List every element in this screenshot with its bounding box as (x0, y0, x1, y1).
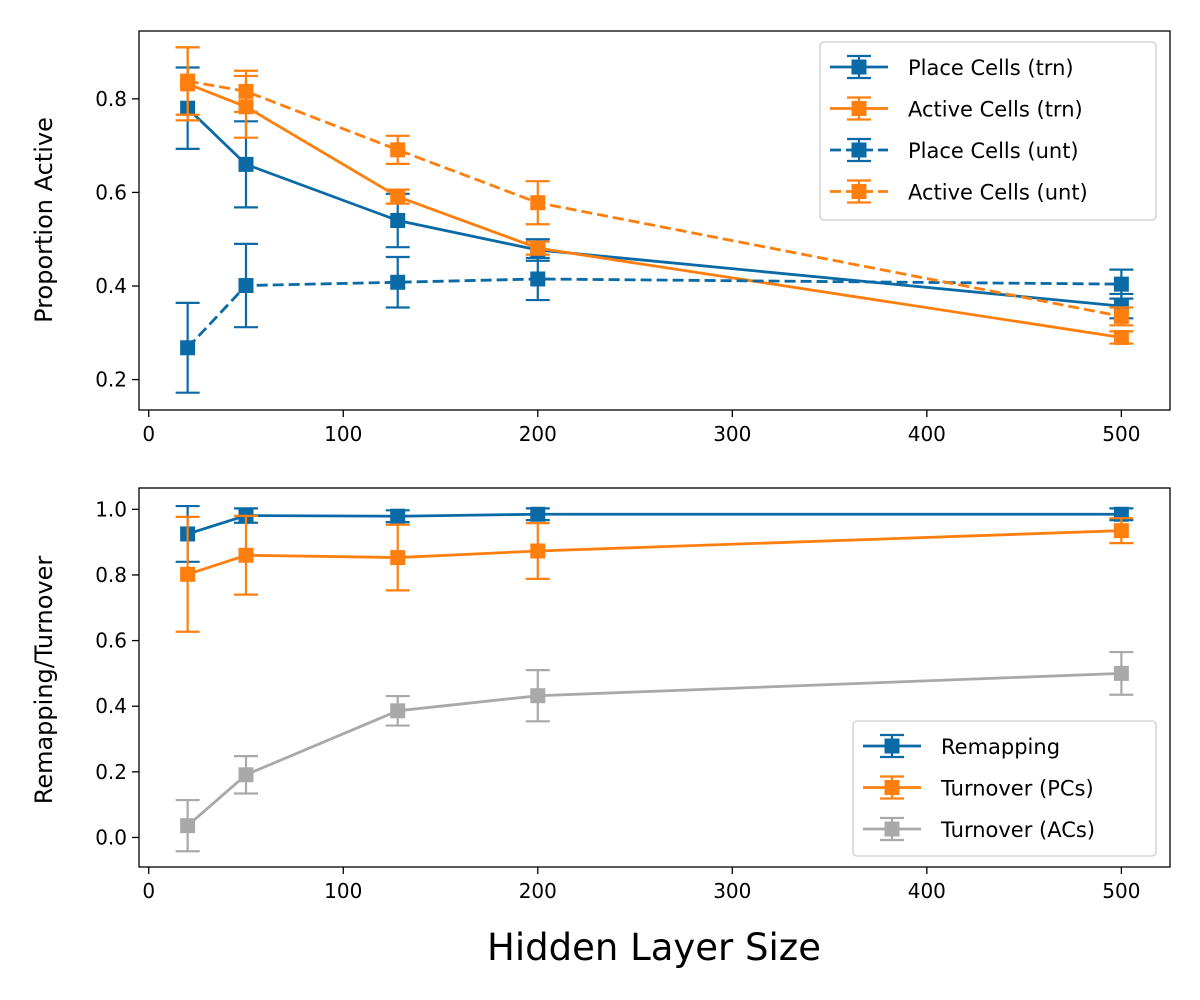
bottom-x-tick-label-400: 400 (908, 879, 946, 903)
legend-label-place-cells-trn: Place Cells (trn) (908, 56, 1074, 80)
point-place-cells-trn-128 (390, 213, 406, 228)
top-panel: 0 100 200 300 400 500 0.2 0.4 0.6 0.8 Proportion… (30, 30, 1171, 446)
point-active-cells-unt-50 (238, 83, 254, 99)
legend-item-place-cells-unt: Place Cells (unt) (830, 137, 1079, 163)
point-remapping-200 (530, 506, 546, 522)
bottom-y-ticks: 0.0 0.2 0.4 0.6 0.8 1.0 (95, 497, 139, 849)
legend-item-turnover-pcs: Turnover (PCs) (863, 775, 1094, 801)
legend-item-turnover-acs: Turnover (ACs) (863, 816, 1095, 842)
point-turnover-acs-20 (180, 818, 196, 834)
point-turnover-pcs-20 (180, 566, 196, 582)
top-x-tick-label-500: 500 (1102, 422, 1140, 446)
series-turnover-acs (175, 650, 1134, 853)
bottom-x-tick-label-0: 0 (142, 879, 155, 903)
point-turnover-acs-50 (238, 767, 254, 783)
top-x-tick-label-300: 300 (713, 422, 751, 446)
point-turnover-acs-500 (1113, 665, 1129, 681)
bottom-y-tick-label-0.0: 0.0 (95, 825, 127, 849)
point-place-cells-unt-500 (1113, 276, 1129, 292)
point-turnover-acs-128 (390, 703, 406, 719)
legend-label-active-cells-unt: Active Cells (unt) (908, 181, 1088, 205)
point-turnover-pcs-128 (390, 550, 406, 566)
bottom-legend-box (852, 720, 1157, 857)
series-turnover-pcs (175, 514, 1134, 633)
top-legend: Place Cells (trn) Active Cells (trn) Place… (819, 41, 1157, 221)
series-place-cells-unt (175, 242, 1134, 394)
top-panel-marks (175, 46, 1134, 394)
bottom-x-tick-label-100: 100 (324, 879, 362, 903)
bottom-x-ticks: 0 100 200 300 400 500 (142, 867, 1140, 903)
point-remapping-128 (390, 508, 406, 524)
point-active-cells-trn-128 (390, 189, 406, 205)
bottom-panel-marks (175, 504, 1134, 853)
legend-label-place-cells-unt: Place Cells (unt) (908, 139, 1079, 163)
top-y-tick-label-0.2: 0.2 (95, 368, 127, 392)
legend-item-remapping: Remapping (863, 733, 1060, 759)
legend-label-active-cells-trn: Active Cells (trn) (908, 98, 1083, 122)
top-x-tick-label-200: 200 (519, 422, 557, 446)
bottom-y-tick-label-0.8: 0.8 (95, 563, 127, 587)
bottom-x-axis-label: Hidden Layer Size (487, 926, 821, 969)
top-y-tick-label-0.8: 0.8 (95, 87, 127, 111)
bottom-y-tick-label-0.4: 0.4 (95, 694, 127, 718)
point-active-cells-unt-20 (180, 73, 196, 89)
point-turnover-pcs-200 (530, 543, 546, 559)
point-turnover-acs-200 (530, 688, 546, 704)
legend-item-place-cells-trn: Place Cells (trn) (830, 54, 1074, 80)
bottom-x-tick-label-300: 300 (713, 879, 751, 903)
bottom-panel: 0 100 200 300 400 500 0.0 0.2 0.4 0.6 0.8 1.0 Rema… (30, 487, 1171, 969)
bottom-y-axis-label: Remapping/Turnover (30, 556, 58, 805)
legend-label-turnover-pcs: Turnover (PCs) (940, 777, 1094, 801)
bottom-x-tick-label-200: 200 (519, 879, 557, 903)
bottom-y-tick-label-0.2: 0.2 (95, 760, 127, 784)
point-active-cells-unt-128 (390, 142, 406, 158)
point-active-cells-trn-500 (1113, 329, 1129, 345)
top-x-tick-label-0: 0 (142, 422, 155, 446)
top-legend-box (819, 41, 1157, 221)
point-place-cells-unt-200 (530, 271, 546, 287)
legend-item-active-cells-unt: Active Cells (unt) (830, 179, 1088, 205)
legend-label-remapping: Remapping (941, 735, 1060, 759)
top-y-axis-label: Proportion Active (30, 117, 58, 323)
line-active-cells-unt (187, 79, 1122, 318)
series-remapping (175, 504, 1134, 563)
bottom-y-tick-label-1.0: 1.0 (95, 497, 127, 521)
bottom-panel-frame (138, 487, 1171, 868)
top-y-tick-label-0.4: 0.4 (95, 274, 127, 298)
bottom-legend: Remapping Turnover (PCs) Turnover (ACs) (852, 720, 1157, 857)
point-place-cells-unt-50 (238, 278, 254, 294)
line-place-cells-unt (186, 277, 1122, 349)
top-x-tick-label-100: 100 (324, 422, 362, 446)
point-turnover-pcs-50 (238, 547, 254, 563)
point-place-cells-trn-50 (238, 156, 254, 172)
point-active-cells-trn-200 (530, 240, 546, 256)
top-x-ticks: 0 100 200 300 400 500 (142, 410, 1140, 446)
top-panel-frame (138, 30, 1171, 411)
top-y-tick-label-0.6: 0.6 (95, 180, 127, 204)
bottom-y-tick-label-0.6: 0.6 (95, 629, 127, 653)
point-turnover-pcs-500 (1113, 523, 1129, 539)
top-x-tick-label-400: 400 (908, 422, 946, 446)
legend-label-turnover-acs: Turnover (ACs) (940, 818, 1095, 842)
series-active-cells-unt (175, 46, 1134, 327)
point-active-cells-unt-500 (1113, 308, 1129, 324)
top-y-ticks: 0.2 0.4 0.6 0.8 (95, 87, 139, 392)
point-place-cells-unt-20 (180, 340, 196, 356)
point-place-cells-unt-128 (390, 274, 406, 290)
legend-item-active-cells-trn: Active Cells (trn) (830, 96, 1083, 122)
bottom-x-tick-label-500: 500 (1102, 879, 1140, 903)
point-active-cells-unt-200 (530, 195, 546, 211)
